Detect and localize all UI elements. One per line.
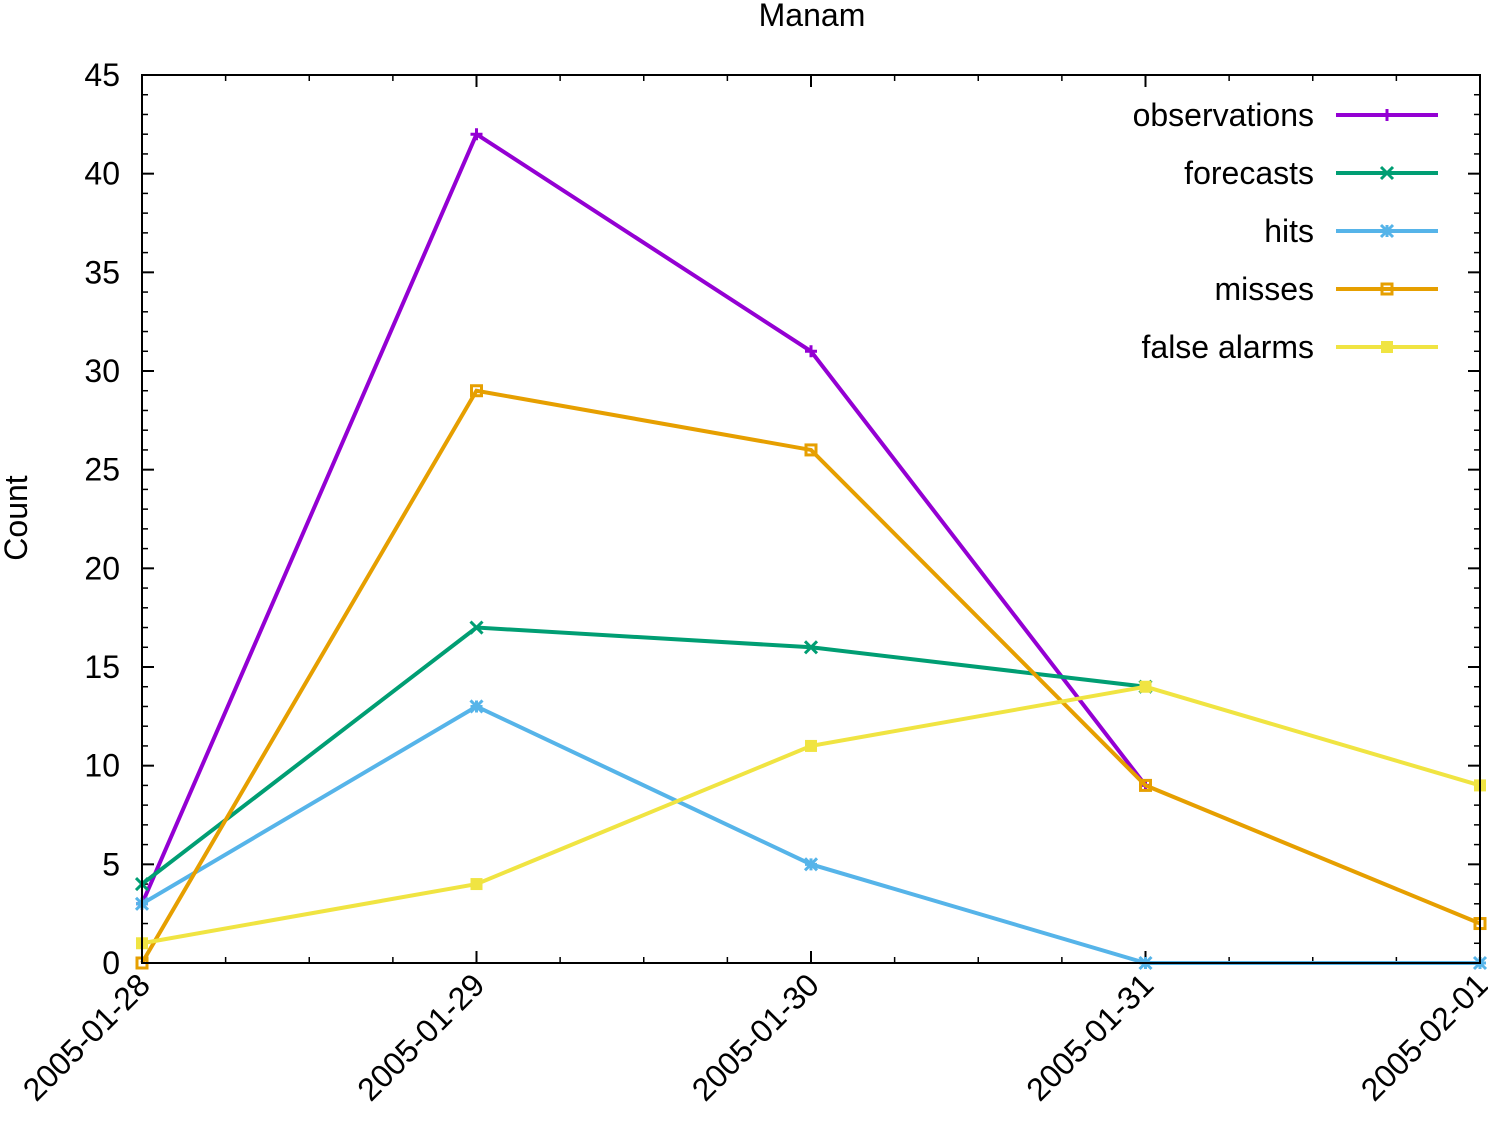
legend-marker [1379, 165, 1395, 181]
legend-marker [1379, 223, 1395, 239]
legend: observations forecasts hits misses false ala… [1133, 97, 1438, 365]
x-tick-label: 2005-01-30 [685, 966, 826, 1107]
x-tick-label: 2005-01-29 [350, 966, 491, 1107]
y-tick-label: 0 [102, 945, 120, 981]
y-tick-label: 5 [102, 846, 120, 882]
series-forecasts [134, 620, 1153, 892]
series-line [140, 131, 1148, 905]
data-point [470, 384, 483, 398]
data-point [805, 739, 817, 752]
series-line [140, 625, 1146, 886]
x-tick-label: 2005-01-28 [16, 966, 157, 1107]
y-tick-label: 20 [84, 550, 120, 586]
series-observations [136, 128, 1152, 910]
y-tick-label: 30 [84, 353, 120, 389]
data-point [469, 620, 484, 635]
data-point [803, 640, 819, 655]
legend-label: hits [1264, 213, 1314, 249]
y-tick-label: 45 [84, 57, 120, 93]
legend-label: false alarms [1142, 329, 1315, 365]
x-tick-label: 2005-02-01 [1354, 966, 1488, 1107]
data-point [470, 878, 483, 891]
y-tick-label: 40 [84, 156, 120, 192]
series-misses [135, 384, 1487, 970]
data-point [1139, 680, 1152, 693]
data-point [804, 443, 818, 457]
series-line [141, 684, 1481, 946]
data-point [470, 128, 483, 141]
y-tick-label: 10 [84, 748, 120, 784]
y-tick-label: 25 [84, 452, 120, 488]
legend-label: misses [1214, 271, 1314, 307]
legend-label: observations [1133, 97, 1314, 133]
x-tick-label: 2005-01-31 [1019, 966, 1160, 1107]
series-group [134, 128, 1488, 971]
y-tick-label: 15 [84, 649, 120, 685]
legend-marker [1380, 282, 1394, 296]
series-line [140, 388, 1481, 965]
y-axis-label: Count [0, 475, 34, 561]
data-point [469, 699, 484, 714]
data-point [805, 345, 817, 358]
data-point [1139, 778, 1152, 792]
y-tick-label: 35 [84, 254, 120, 290]
data-point [803, 857, 819, 872]
legend-marker [1381, 109, 1393, 121]
legend-marker [1381, 341, 1393, 353]
legend-label: forecasts [1184, 155, 1314, 191]
series-false-alarms [136, 680, 1486, 950]
chart-title: Manam [759, 0, 866, 33]
plot-frame [141, 74, 1481, 964]
